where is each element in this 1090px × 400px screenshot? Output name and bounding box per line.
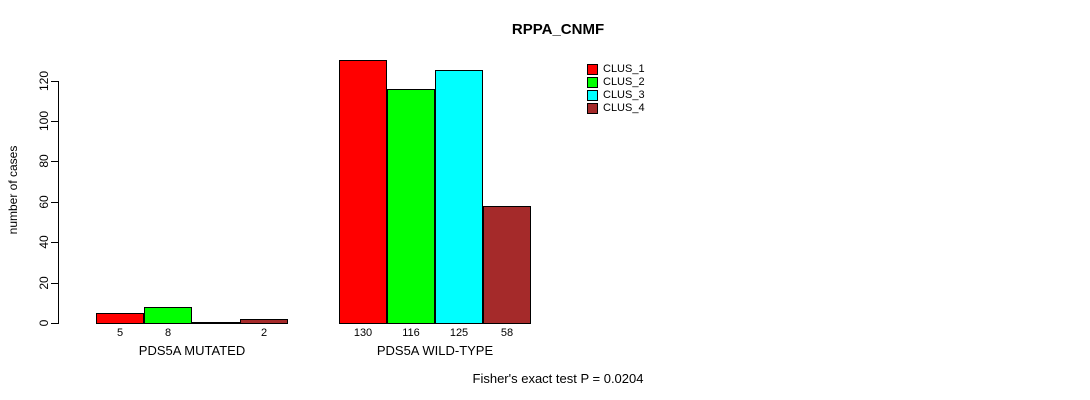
y-tick-label: 40 [37, 235, 51, 249]
legend-label: CLUS_4 [603, 102, 645, 114]
y-axis-tick [51, 161, 58, 162]
legend-item: CLUS_2 [587, 76, 645, 89]
y-tick-label: 120 [37, 70, 51, 92]
bar-clus_4-wildtype [483, 206, 531, 324]
y-tick-label: 100 [37, 110, 51, 132]
bar-clus_2-wildtype [387, 89, 435, 324]
bar-value-label: 130 [353, 327, 373, 339]
y-tick-label: 0 [37, 319, 51, 327]
legend-label: CLUS_2 [603, 76, 645, 88]
y-axis-tick [51, 121, 58, 122]
y-axis-tick [51, 202, 58, 203]
legend-item: CLUS_1 [587, 63, 645, 76]
y-tick-label: 60 [37, 195, 51, 209]
bar-clus_4-mutated [240, 319, 288, 324]
chart-title: RPPA_CNMF [511, 21, 605, 38]
y-tick-label: 80 [37, 154, 51, 168]
bar-clus_1-wildtype [339, 60, 387, 324]
y-axis-line [58, 81, 59, 324]
legend-swatch-clus_2 [587, 77, 598, 88]
legend-item: CLUS_3 [587, 89, 645, 102]
group-label: PDS5A MUTATED [138, 343, 246, 358]
bar-clus_3-wildtype [435, 70, 483, 324]
bar-value-label: 5 [116, 327, 124, 339]
bar-value-label: 8 [164, 327, 172, 339]
legend-swatch-clus_3 [587, 90, 598, 101]
y-axis-tick [51, 283, 58, 284]
bar-value-label: 2 [260, 327, 268, 339]
legend: CLUS_1 CLUS_2 CLUS_3 CLUS_4 [587, 63, 645, 115]
group-label: PDS5A WILD-TYPE [376, 343, 494, 358]
y-axis-tick [51, 242, 58, 243]
fisher-test-note: Fisher's exact test P = 0.0204 [472, 371, 644, 386]
legend-item: CLUS_4 [587, 102, 645, 115]
legend-label: CLUS_1 [603, 63, 645, 75]
bar-value-label: 116 [402, 327, 420, 339]
bar-value-label: 125 [449, 327, 469, 339]
legend-label: CLUS_3 [603, 89, 645, 101]
bar-clus_2-mutated [144, 307, 192, 324]
bar-clus_3-mutated-zero [192, 322, 240, 324]
y-axis-tick [51, 323, 58, 324]
bar-clus_1-mutated [96, 313, 144, 324]
legend-swatch-clus_4 [587, 103, 598, 114]
bar-value-label: 58 [500, 327, 514, 339]
y-axis-tick [51, 81, 58, 82]
y-tick-label: 20 [37, 276, 51, 290]
legend-swatch-clus_1 [587, 64, 598, 75]
